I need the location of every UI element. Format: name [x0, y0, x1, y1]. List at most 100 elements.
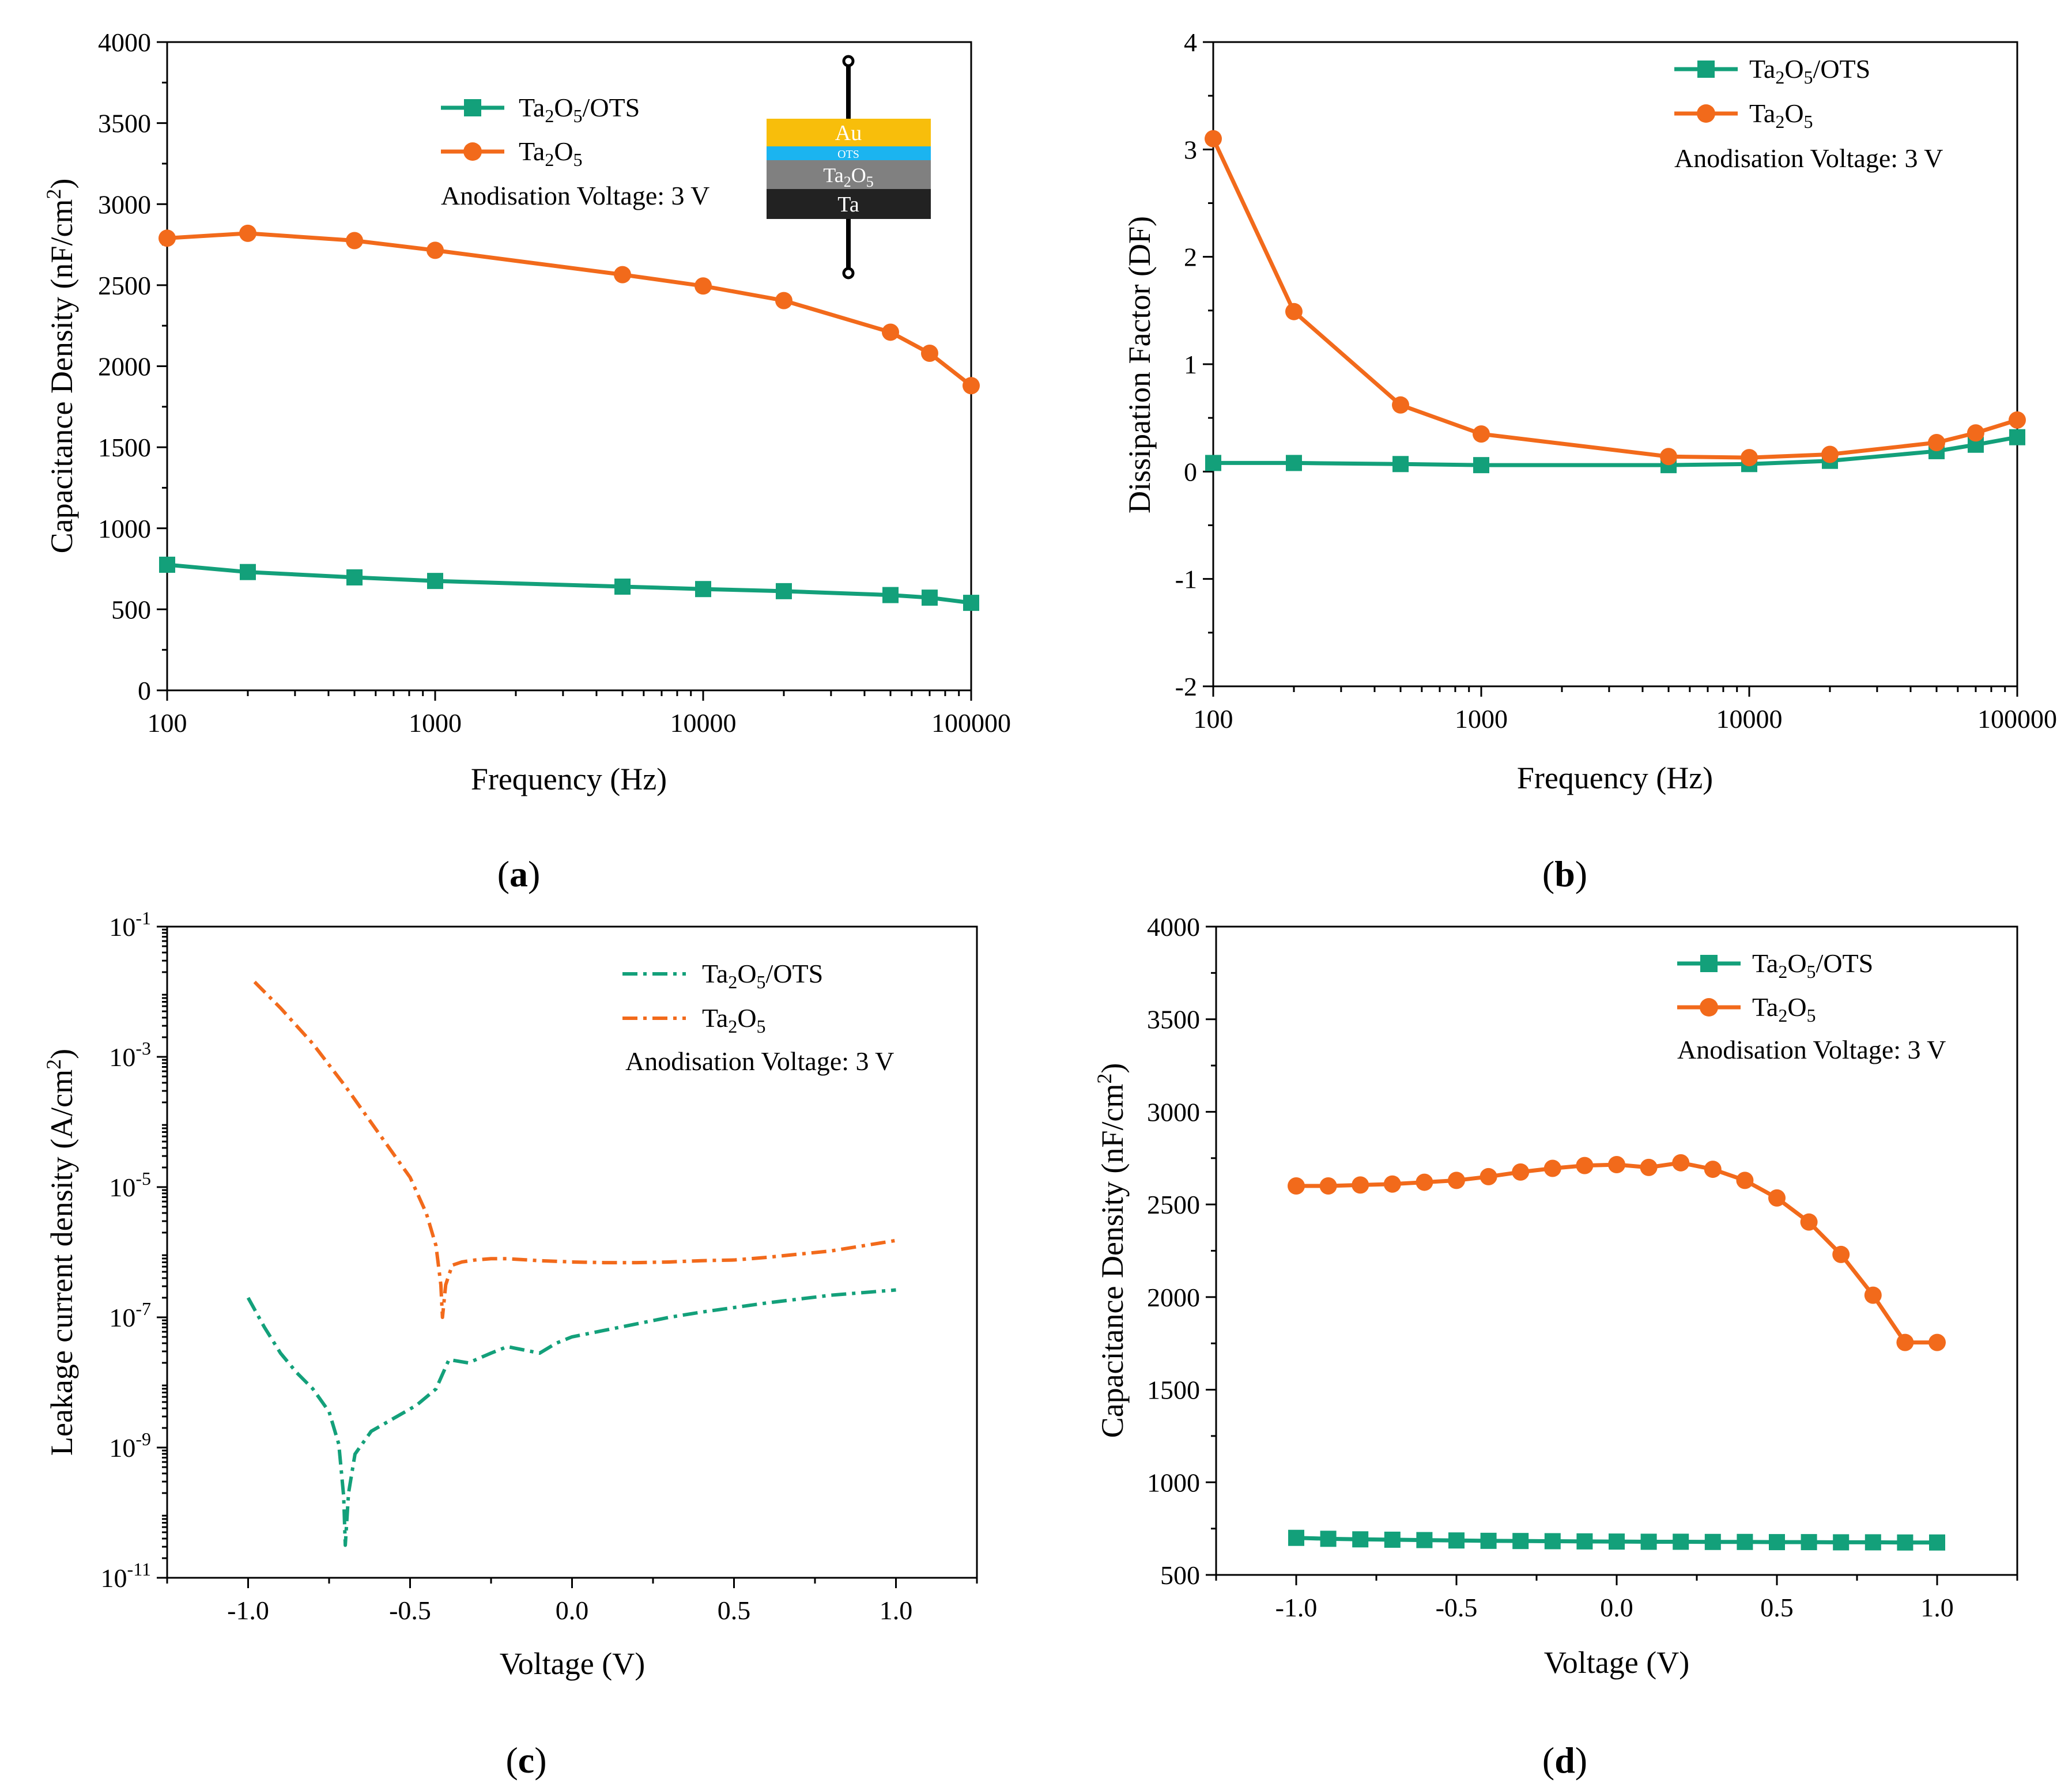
panel-b: 100 1000 10000 100000 -2 -1 0 1 2 3 4 Frequency (H… [1122, 28, 2057, 894]
data-point [1737, 1533, 1753, 1550]
series-line [246, 1288, 896, 1547]
data-point [1205, 455, 1221, 471]
y-tick-label: 2000 [1147, 1283, 1200, 1312]
data-point [1672, 1154, 1690, 1172]
x-tick-label: 100000 [931, 708, 1011, 738]
data-point [427, 241, 444, 259]
y-tick-label: 1500 [1147, 1376, 1200, 1405]
x-tick-label: 1000 [1455, 704, 1508, 734]
legend-marker-bare-d [1700, 998, 1718, 1017]
data-point [1473, 457, 1489, 474]
data-point [963, 377, 980, 395]
x-tick-label: 0.0 [1600, 1593, 1633, 1622]
data-point [158, 229, 176, 247]
ticks-d: -1.0 -0.5 0.0 0.5 1.0 500 1000 1500 2000 2500 3000… [1147, 912, 2018, 1622]
legend-b: Ta2O5/OTS Ta2O5 Anodisation Voltage: 3 V [1674, 54, 1943, 173]
x-tick-label: 0.5 [718, 1596, 751, 1625]
data-point [1833, 1534, 1850, 1551]
data-point [1608, 1156, 1625, 1174]
data-point [1769, 1534, 1785, 1551]
series-a [158, 224, 980, 611]
svg-text:Au: Au [835, 121, 862, 145]
y-tick-label: 3500 [1147, 1005, 1200, 1034]
legend-marker-ots-d [1700, 955, 1718, 972]
legend-note-c: Anodisation Voltage: 3 V [625, 1046, 894, 1076]
legend-label-bare-d: Ta2O5 [1752, 992, 1816, 1026]
y-tick-label: 10-5 [109, 1168, 151, 1202]
data-point [2009, 429, 2025, 445]
y-tick-label: 10-11 [101, 1559, 151, 1593]
y-tick-label: 10-7 [109, 1298, 151, 1332]
data-point [1576, 1533, 1593, 1550]
series-b [1205, 130, 2026, 474]
y-tick-label: 10-1 [109, 908, 151, 942]
data-point [1704, 1161, 1722, 1178]
legend-label-ots-c: Ta2O5/OTS [702, 959, 823, 992]
data-point [1704, 1533, 1721, 1550]
y-tick-label: 10-9 [109, 1429, 151, 1463]
data-point [1352, 1176, 1369, 1194]
legend-note-a: Anodisation Voltage: 3 V [441, 181, 709, 210]
data-point [1288, 1529, 1304, 1546]
data-point [1736, 1172, 1754, 1189]
data-point [882, 587, 899, 603]
data-point [1896, 1333, 1914, 1351]
data-point [695, 581, 711, 598]
data-point [1821, 445, 1839, 463]
data-point [614, 579, 631, 595]
data-point [1576, 1157, 1594, 1174]
legend-marker-bare-b [1697, 104, 1715, 123]
plot-frame-c [166, 925, 978, 1579]
data-point [1929, 1534, 1945, 1551]
x-axis-title-d: Voltage (V) [1544, 1645, 1689, 1680]
y-tick-label: 4000 [98, 28, 151, 57]
data-point [1288, 1177, 1305, 1195]
legend-label-ots-a: Ta2O5/OTS [519, 93, 640, 126]
y-tick-label: 0 [1184, 457, 1197, 486]
data-point [1768, 1189, 1786, 1207]
x-tick-label: 100000 [1977, 704, 2057, 734]
data-point [1544, 1533, 1561, 1550]
x-tick-label: -0.5 [1436, 1593, 1478, 1622]
data-point [1392, 456, 1409, 473]
data-point [1205, 130, 1222, 148]
data-point [1473, 425, 1490, 443]
legend-label-bare-a: Ta2O5 [519, 137, 583, 170]
y-tick-label: -2 [1175, 672, 1197, 701]
data-point [1319, 1177, 1337, 1195]
data-point [1865, 1534, 1881, 1551]
data-point [346, 232, 364, 250]
x-tick-label: -1.0 [227, 1596, 269, 1625]
data-point [963, 595, 979, 611]
legend-label-ots-d: Ta2O5/OTS [1752, 949, 1873, 982]
data-point [920, 345, 938, 362]
panel-a: 100 1000 10000 100000 0 500 1000 1500 2000 2500 30… [42, 28, 1011, 894]
data-point [1383, 1175, 1401, 1193]
plot-frame-d [1215, 925, 2018, 1576]
x-tick-label: 1000 [409, 708, 462, 738]
device-stack-inset: Au OTS Ta2O5 Ta [767, 55, 931, 279]
x-tick-label: 100 [1194, 704, 1233, 734]
y-tick-label: 1000 [98, 514, 151, 543]
y-tick-label: 2000 [98, 352, 151, 381]
data-point [1660, 448, 1678, 466]
data-point [1897, 1534, 1914, 1551]
y-tick-label: 500 [1160, 1560, 1200, 1590]
panel-c: -1.0 -0.5 0.0 0.5 1.0 10-11 10-9 10-7 10-5 10-3 10… [42, 908, 978, 1781]
y-tick-label: 3000 [98, 190, 151, 219]
data-point [1416, 1173, 1433, 1191]
data-point [1543, 1159, 1561, 1177]
data-point [695, 277, 712, 295]
data-point [427, 573, 443, 590]
y-tick-label: 3 [1184, 135, 1197, 164]
y-axis-title-d: Capacitance Density (nF/cm2) [1093, 1063, 1130, 1438]
x-axis-title-b: Frequency (Hz) [1517, 761, 1713, 795]
data-point [1928, 1333, 1946, 1351]
legend-marker-ots-a [464, 99, 481, 116]
panel-d: -1.0 -0.5 0.0 0.5 1.0 500 1000 1500 2000 2500 3000… [1093, 912, 2018, 1781]
data-point [1832, 1245, 1850, 1263]
y-tick-label: 10-3 [109, 1038, 151, 1072]
data-point [1392, 396, 1410, 414]
legend-label-ots-b: Ta2O5/OTS [1749, 54, 1870, 88]
